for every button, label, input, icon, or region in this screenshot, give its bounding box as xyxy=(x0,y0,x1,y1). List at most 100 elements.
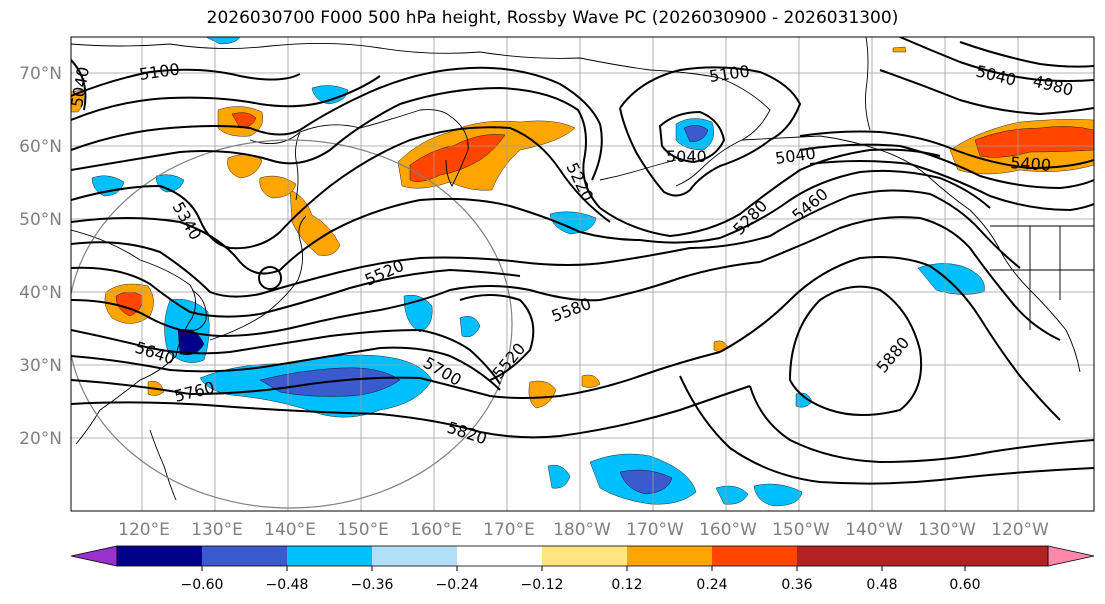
lon-label: 150°W xyxy=(772,520,830,540)
negative-anomaly-siberia-small xyxy=(311,85,349,105)
negative-anomaly-east-pac xyxy=(917,263,985,295)
lon-labels: 120°E 130°E 140°E 150°E 160°E 170°E 180°… xyxy=(118,520,1049,540)
negative-anomaly-subtropics-d xyxy=(753,483,803,507)
colorbar-tick-label: 0.36 xyxy=(781,577,812,593)
contour-5160 xyxy=(71,75,381,121)
colorbar-tick-label: −0.48 xyxy=(266,577,309,593)
contour-5580-east xyxy=(719,256,1061,421)
coast-east-asia xyxy=(71,229,196,445)
lon-label: 180°W xyxy=(553,520,611,540)
colorbar-ticks xyxy=(201,566,966,571)
contour-5700 xyxy=(71,346,501,391)
colorbar-tick-label: −0.60 xyxy=(181,577,224,593)
lon-label: 120°E xyxy=(118,520,170,540)
lon-label: 140°W xyxy=(845,520,903,540)
contour-label: 5040 xyxy=(67,65,93,108)
negative-anomaly-bering-core xyxy=(683,125,709,143)
colorbar-extend-left xyxy=(70,545,118,567)
colorbar-tick-label: 0.12 xyxy=(611,577,642,593)
lon-label: 130°E xyxy=(191,520,243,540)
lon-label: 170°W xyxy=(626,520,684,540)
coast-kamchatka xyxy=(445,115,469,187)
contour-5100-west xyxy=(71,68,301,97)
contour-5460 xyxy=(71,241,691,298)
map-border xyxy=(70,36,1095,512)
colorbar-tick-label: −0.12 xyxy=(521,577,564,593)
coast-japan xyxy=(209,215,307,341)
contour-label: 5400 xyxy=(1010,153,1052,175)
lat-label: 70°N xyxy=(19,64,62,84)
contour-5760 xyxy=(71,351,721,399)
negative-anomaly-subtropics-a-core xyxy=(619,469,673,495)
colorbar-segment xyxy=(287,546,372,566)
negative-anomaly-china-north xyxy=(91,175,125,197)
lat-label: 60°N xyxy=(19,137,62,157)
contour-5880-high xyxy=(788,285,923,416)
colorbar-segment xyxy=(965,546,1048,566)
coast-alaska-south xyxy=(741,135,1081,373)
contour-arctic-2 xyxy=(879,69,1094,116)
figure-title: 2026030700 F000 500 hPa height, Rossby W… xyxy=(206,8,899,28)
colorbar-segment xyxy=(542,546,627,566)
contour-canada-2 xyxy=(799,143,1094,190)
coast-siberia-north xyxy=(71,42,651,71)
contour-5220-west xyxy=(71,66,603,181)
negative-anomaly-kamchatka xyxy=(549,211,597,235)
contour-5820 xyxy=(71,385,751,439)
positive-anomaly-small1 xyxy=(581,374,601,388)
contour-canada-3 xyxy=(809,160,1094,212)
coast-philippines xyxy=(149,429,177,501)
colorbar-extend-right xyxy=(1047,545,1095,567)
lat-label: 30°N xyxy=(19,356,62,376)
coast-aleutians xyxy=(599,159,677,181)
negative-anomaly-subtropics-c xyxy=(715,485,749,505)
contour-5820-east xyxy=(749,385,1094,464)
colorbar-tick-labels: −0.60 −0.48 −0.36 −0.24 −0.12 0.12 0.24 … xyxy=(181,577,981,593)
graticule xyxy=(71,37,1094,511)
colorbar-segment xyxy=(457,546,542,566)
lon-label: 160°W xyxy=(699,520,757,540)
lat-label: 20°N xyxy=(19,429,62,449)
colorbar-border xyxy=(116,545,1049,567)
lat-label: 40°N xyxy=(19,283,62,303)
lon-label: 120°W xyxy=(991,520,1049,540)
contour-5580 xyxy=(71,261,761,338)
contour-cutoff-low xyxy=(258,266,282,290)
colorbar-segment xyxy=(372,546,457,566)
lon-label: 150°E xyxy=(337,520,389,540)
colorbar-segment xyxy=(202,546,287,566)
colorbar-segment xyxy=(882,546,965,566)
contour-5100-bering xyxy=(619,66,802,197)
colorbar-segment xyxy=(797,546,882,566)
height-contours xyxy=(71,37,1094,485)
positive-anomaly-canada-core xyxy=(974,126,1094,158)
lat-labels: 70°N 60°N 50°N 40°N 30°N 20°N xyxy=(19,64,62,449)
contour-5460-east xyxy=(759,216,1061,341)
contour-arctic-3 xyxy=(959,41,1094,68)
colorbar-tick-label: 0.24 xyxy=(696,577,727,593)
reference-circle xyxy=(71,139,513,509)
coast-canada-arctic xyxy=(865,37,871,131)
contour-5220-east xyxy=(599,148,941,238)
contour-5280-east xyxy=(639,169,991,244)
contour-5280-west xyxy=(71,86,601,209)
contour-5400 xyxy=(71,197,641,275)
colorbar-segment xyxy=(627,546,712,566)
contour-arctic-1 xyxy=(899,37,1094,82)
coast-korea xyxy=(189,289,207,331)
lon-label: 130°W xyxy=(918,520,976,540)
contour-5340-east xyxy=(689,189,1021,269)
contour-5340 xyxy=(71,126,611,250)
colorbar-tick-label: 0.60 xyxy=(949,577,980,593)
contour-5040-west xyxy=(71,59,87,111)
contour-5520 xyxy=(71,266,521,318)
colorbar-tick-label: −0.24 xyxy=(436,577,479,593)
colorbar-tick-label: −0.36 xyxy=(351,577,394,593)
lat-label: 50°N xyxy=(19,210,62,230)
lon-label: 160°E xyxy=(410,520,462,540)
lon-label: 170°E xyxy=(483,520,535,540)
negative-anomaly-subtropics-b xyxy=(547,464,571,489)
contour-5760-east xyxy=(679,375,1094,485)
